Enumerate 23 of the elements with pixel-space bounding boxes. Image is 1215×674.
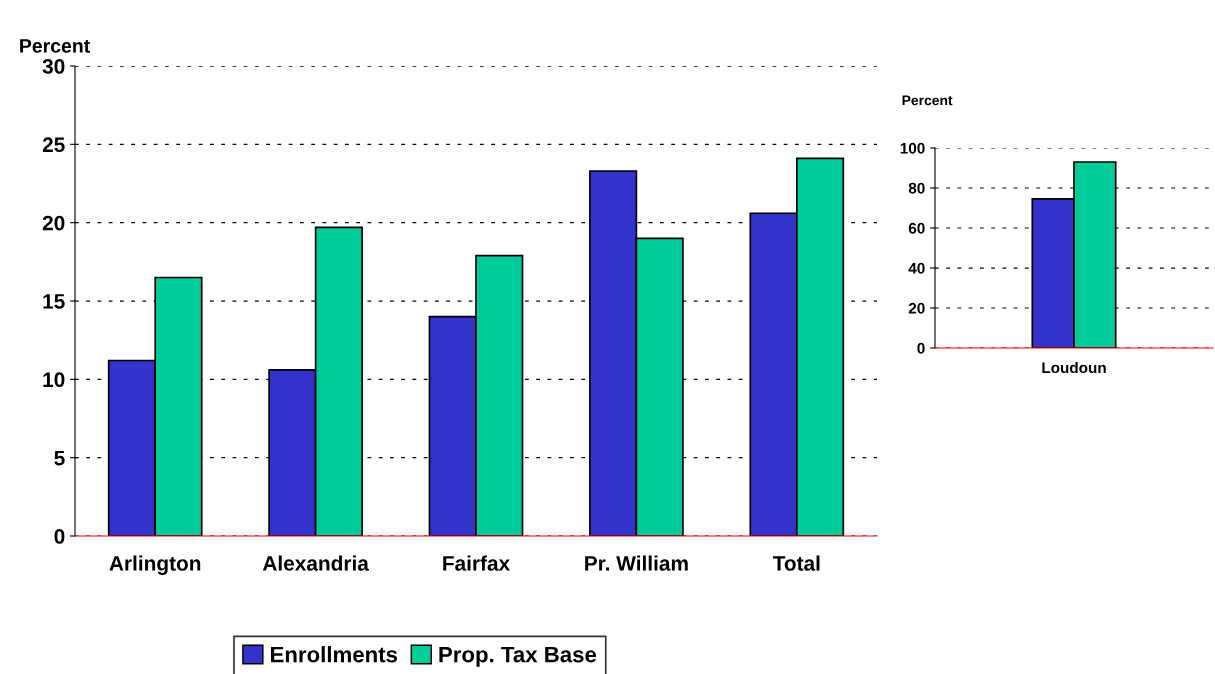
y-tick-label: 5 — [54, 450, 65, 466]
y-tick-label: 0 — [54, 529, 65, 544]
y-tick-label: 10 — [43, 372, 65, 388]
y-tick-label: 30 — [42, 59, 65, 74]
x-tick-label: Alexandria — [262, 555, 369, 571]
y-tick-label: 60 — [908, 222, 925, 234]
y-tick-label: 40 — [908, 262, 925, 274]
x-tick-label: Total — [772, 555, 820, 571]
y-axis-title: Percent — [20, 39, 90, 53]
x-tick-label: Loudoun — [1042, 361, 1106, 374]
x-tick-label: Pr. William — [585, 555, 688, 571]
y-axis-title: Percent — [902, 95, 953, 106]
y-tick-label: 80 — [908, 182, 925, 194]
y-tick-label: 15 — [43, 294, 65, 309]
y-tick-label: 25 — [42, 137, 65, 153]
legend-label: Prop. Tax Base — [439, 646, 597, 667]
y-tick-label: 100 — [900, 142, 925, 154]
y-tick-label: 20 — [908, 302, 925, 314]
y-tick-label: 20 — [42, 215, 65, 231]
x-tick-label: Arlington — [109, 555, 201, 575]
y-tick-label: 0 — [917, 342, 925, 354]
legend-label: Enrollments — [271, 646, 398, 663]
x-tick-label: Fairfax — [443, 555, 511, 571]
